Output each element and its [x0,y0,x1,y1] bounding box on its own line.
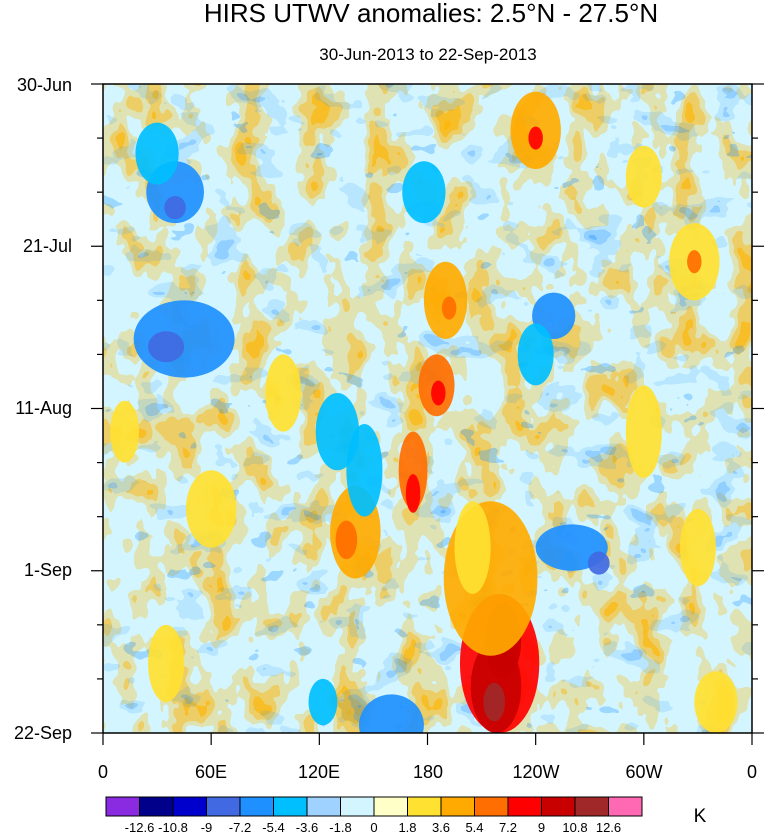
anomaly-blob [625,145,662,208]
anomaly-blob [528,126,543,150]
colorbar-swatch [273,796,308,817]
colorbar-unit-label: K [694,806,707,827]
colorbar-swatch [172,796,207,817]
colorbar-swatch [574,796,609,817]
anomaly-blob [135,122,179,185]
colorbar-level-label: -1.8 [329,820,351,834]
colorbar-level-label: 12.6 [596,820,621,834]
y-tick-label-30jun: 30-Jun [17,75,72,95]
colorbar-level-label: 10.8 [562,820,587,834]
anomaly-blob [335,520,358,560]
anomaly-blob [185,470,237,548]
anomaly-blob [517,323,554,386]
anomaly-blob [483,682,506,722]
colorbar-swatch [239,796,274,817]
colorbar-swatch [139,796,174,817]
field-features [110,91,738,733]
colorbar-swatch [340,796,375,817]
colorbar-level-label: 9 [538,820,545,834]
colorbar-level-label: -10.8 [158,820,188,834]
anomaly-blob [405,474,421,513]
colorbar-swatch [608,796,643,817]
y-tick-label-11aug: 11-Aug [15,398,72,418]
colorbar-level-label: 0 [370,820,377,834]
x-tick-label-360: 0 [747,762,757,782]
colorbar-swatch [474,796,509,817]
colorbar-swatch [306,796,341,817]
anomaly-blob [148,624,185,703]
x-tick-label-60w: 60W [625,762,662,782]
chart-title: HIRS UTWV anomalies: 2.5°N - 27.5°N [204,0,658,28]
anomaly-blob [308,678,338,726]
anomaly-blob [359,694,424,733]
x-tick-label-120e: 120E [298,762,340,782]
anomaly-blob [398,431,428,509]
anomaly-field [103,84,752,733]
anomaly-blob [694,671,738,733]
colorbar-level-label: 1.8 [398,820,416,834]
anomaly-blob [454,501,491,594]
anomaly-blob [133,300,235,378]
y-tick-label-22sep: 22-Sep [14,723,72,743]
anomaly-blob [265,354,302,432]
chart-subtitle: 30-Jun-2013 to 22-Sep-2013 [319,45,536,64]
colorbar-level-label: -3.6 [296,820,318,834]
colorbar-level-label: 5.4 [465,820,483,834]
x-tick-label-180: 180 [413,762,443,782]
colorbar-level-label: 7.2 [499,820,517,834]
anomaly-blob [164,196,186,220]
anomaly-blob [148,331,185,363]
anomaly-blob [402,161,446,224]
y-tick-label-1sep: 1-Sep [24,560,72,580]
colorbar-level-label: -5.4 [262,820,284,834]
anomaly-blob [625,385,662,479]
colorbar-swatch [206,796,241,817]
axis-ticks [91,83,764,745]
anomaly-blob [431,380,446,406]
colorbar-swatch [105,796,140,817]
colorbar: -12.6 -10.8 -9 -7.2 -5.4 -3.6 -1.8 0 1.8 3.6 5.4 7.… [105,796,643,834]
anomaly-blob [315,393,359,471]
anomaly-blob [587,551,610,575]
colorbar-level-label: -7.2 [229,820,251,834]
anomaly-blob [679,508,716,587]
anomaly-blob [110,400,140,463]
anomaly-blob [441,296,457,320]
colorbar-level-label: -9 [201,820,213,834]
x-tick-label-120w: 120W [512,762,559,782]
x-tick-label-0: 0 [98,762,108,782]
colorbar-swatch [407,796,442,817]
colorbar-swatch [440,796,475,817]
colorbar-level-label: 3.6 [432,820,450,834]
anomaly-blob [687,250,702,274]
colorbar-level-label: -12.6 [125,820,155,834]
y-tick-label-21jul: 21-Jul [23,236,72,256]
colorbar-swatch [541,796,576,817]
colorbar-swatch [507,796,542,817]
x-tick-label-60e: 60E [195,762,227,782]
colorbar-swatch [373,796,408,817]
